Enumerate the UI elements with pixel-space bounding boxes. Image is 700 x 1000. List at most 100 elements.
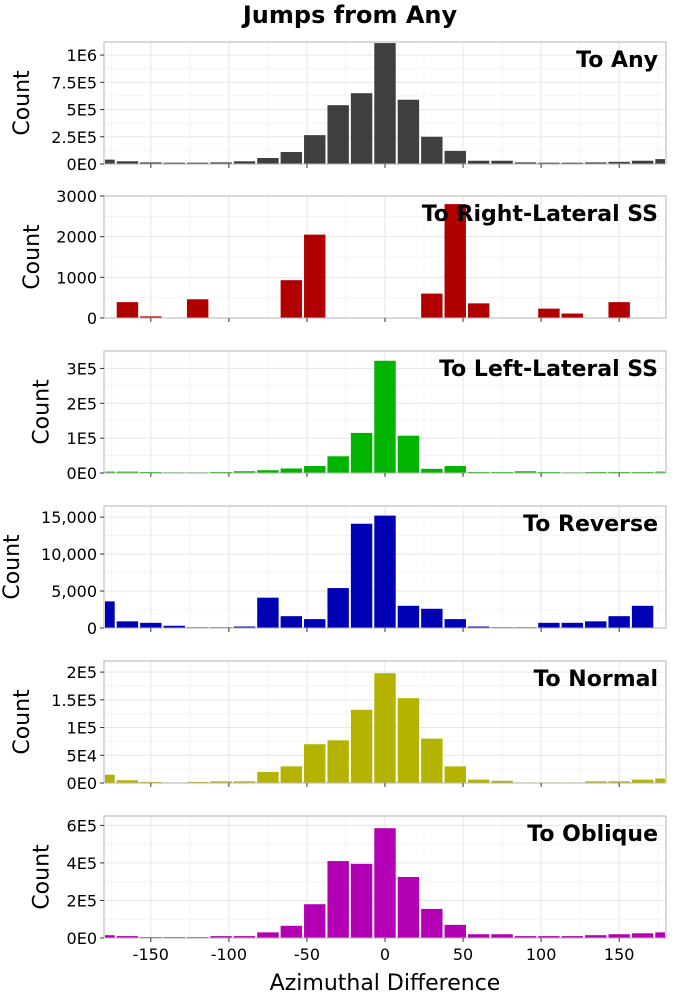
histogram-bar (467, 934, 490, 938)
histogram-bar (608, 781, 630, 783)
histogram-bar (374, 673, 396, 783)
histogram-bar (210, 471, 232, 473)
histogram-panel: 0E0 2.5E5 5E5 7.5E5 1E6 Count To Any (10, 41, 667, 174)
histogram-bar (350, 432, 373, 473)
histogram-bar (327, 105, 349, 164)
histogram-bar (421, 608, 443, 628)
histogram-bar (350, 709, 373, 783)
histogram-bar (257, 597, 279, 628)
y-tick-label: 3E5 (67, 359, 97, 378)
y-tick-label: 1.5E5 (51, 691, 97, 710)
y-tick-label: 0E0 (67, 155, 97, 174)
histogram-bar (631, 160, 654, 164)
histogram-bar (163, 625, 185, 628)
y-tick-label: 10,000 (41, 545, 97, 564)
histogram-bar (655, 159, 665, 164)
histogram-bar (491, 160, 513, 164)
histogram-bar (280, 925, 303, 938)
x-tick-label: 0 (380, 945, 390, 964)
histogram-bar (210, 781, 232, 783)
histogram-bar (585, 781, 607, 783)
histogram-bar (257, 158, 279, 164)
y-axis-label: Count (10, 70, 35, 136)
x-tick-label: 100 (526, 945, 557, 964)
histogram-bar (467, 779, 490, 783)
panel-title: To Oblique (527, 822, 658, 847)
histogram-panel: 0 1000 2000 3000 Count To Right-Lateral SS (20, 187, 667, 328)
histogram-bar (608, 471, 630, 473)
histogram-bar (491, 780, 513, 783)
histogram-bar (116, 621, 139, 628)
histogram-bar (585, 621, 607, 628)
histogram-bar (105, 471, 115, 473)
histogram-bar (397, 877, 420, 938)
histogram-bar (585, 935, 607, 938)
histogram-bar (444, 766, 466, 783)
histogram-panel: 0E0 1E5 2E5 3E5 Count To Left-Lateral SS (30, 350, 667, 483)
histogram-bar (350, 863, 373, 938)
histogram-bar (538, 162, 560, 164)
x-tick-label: -100 (211, 945, 247, 964)
histogram-bar (210, 936, 232, 938)
x-tick-label: 50 (453, 945, 473, 964)
histogram-bar (608, 616, 630, 628)
histogram-bar (327, 861, 349, 938)
histogram-bar (421, 468, 443, 473)
histogram-bar (280, 280, 303, 318)
histogram-bar (105, 935, 115, 938)
y-tick-label: 5E5 (67, 101, 97, 120)
histogram-bar (304, 135, 326, 164)
histogram-bar (444, 924, 466, 938)
panel-title: To Reverse (523, 512, 658, 537)
histogram-bar (186, 162, 209, 164)
histogram-bar (233, 471, 256, 473)
histogram-bar (140, 316, 162, 318)
y-tick-label: 0 (87, 619, 97, 638)
histogram-bar (280, 468, 303, 473)
histogram-bar (467, 471, 490, 473)
histogram-bar (561, 622, 584, 628)
histogram-bar (140, 162, 162, 164)
y-tick-label: 0E0 (67, 464, 97, 483)
histogram-bar (116, 471, 139, 473)
x-axis-label: Azimuthal Difference (270, 971, 501, 996)
y-tick-label: 2E5 (67, 394, 97, 413)
histogram-bar (421, 293, 443, 318)
histogram-bar (491, 934, 513, 938)
histogram-bar (585, 471, 607, 473)
histogram-bar (397, 605, 420, 628)
histogram-bar (514, 936, 537, 938)
x-tick-label: -150 (133, 945, 169, 964)
y-axis-label: Count (30, 844, 55, 910)
histogram-bar (116, 302, 139, 318)
histogram-bar (655, 778, 665, 783)
histogram-bar (140, 471, 162, 473)
histogram-bar (210, 162, 232, 164)
histogram-panel: 0 5,000 10,000 15,000 Count To Reverse (0, 505, 667, 638)
histogram-bar (257, 771, 279, 783)
histogram-bar (444, 619, 466, 628)
histogram-bar (327, 456, 349, 473)
histogram-bar (631, 933, 654, 938)
histogram-bar (374, 828, 396, 938)
histogram-bar (538, 308, 560, 318)
histogram-bar (631, 471, 654, 473)
histogram-bar (257, 470, 279, 473)
panel-title: To Any (576, 48, 658, 73)
histogram-bar (561, 313, 584, 318)
histogram-bar (444, 150, 466, 164)
y-tick-label: 1E6 (67, 46, 97, 65)
histogram-bar (186, 299, 209, 318)
panel-title: To Normal (533, 667, 658, 692)
y-tick-label: 0E0 (67, 774, 97, 793)
histogram-bar (304, 904, 326, 938)
histogram-bar (374, 515, 396, 628)
histogram-bar (350, 93, 373, 164)
histogram-bar (561, 936, 584, 938)
y-tick-label: 7.5E5 (51, 73, 97, 92)
histogram-bar (350, 523, 373, 628)
histogram-bar (280, 152, 303, 164)
histogram-bar (421, 136, 443, 164)
